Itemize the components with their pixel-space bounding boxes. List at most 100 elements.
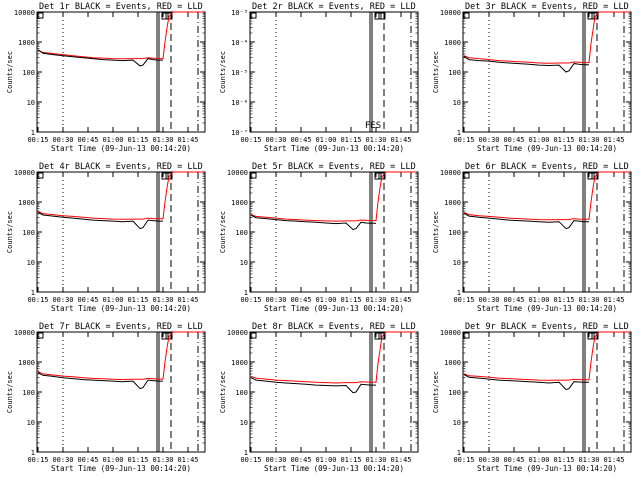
panel-det-2r: Det 2r BLACK = Events, RED = LLD 10⁻⁷ 10⁻⁶… [213, 0, 426, 160]
y-tick-label: 10 [27, 419, 35, 427]
y-tick-label: 10⁻⁷ [231, 129, 248, 137]
y-tick-label: 10⁻⁴ [231, 39, 248, 47]
interval-marker [587, 332, 595, 340]
series-events [37, 372, 163, 390]
panel-det-4r: Det 4r BLACK = Events, RED = LLD 1 10 100 10… [0, 160, 213, 320]
y-tick-label: 10 [453, 259, 461, 267]
y-tick-label: 1000 [18, 39, 35, 47]
x-tick-label: 00:15 [240, 136, 261, 144]
x-tick-label: 01:45 [390, 456, 411, 464]
x-axis-label: Start Time (09-Jun-13 00:14:20) [477, 464, 617, 473]
y-axis-label: Counts/sec [6, 51, 14, 93]
chart-svg: Det 8r BLACK = Events, RED = LLD 1 10 100 10… [219, 322, 419, 473]
y-tick-label: 10000 [227, 169, 248, 177]
interval-marker [374, 332, 382, 340]
y-tick-label: 10000 [14, 329, 35, 337]
x-tick-label: 00:15 [453, 456, 474, 464]
y-tick-label: 10000 [440, 329, 461, 337]
chart-title: Det 9r BLACK = Events, RED = LLD [465, 322, 629, 332]
x-axis-label: Start Time (09-Jun-13 00:14:20) [51, 304, 191, 313]
interval-marker [587, 12, 595, 20]
chart-title: Det 5r BLACK = Events, RED = LLD [252, 162, 416, 172]
x-tick-label: 00:30 [265, 456, 286, 464]
y-tick-label: 100 [235, 389, 248, 397]
x-tick-label: 01:30 [365, 296, 386, 304]
x-tick-label: 01:45 [603, 456, 624, 464]
x-tick-label: 01:15 [340, 136, 361, 144]
y-axis-label: Counts/sec [6, 371, 14, 413]
y-tick-label: 10000 [440, 169, 461, 177]
x-tick-label: 01:30 [152, 136, 173, 144]
y-tick-label: 100 [22, 389, 35, 397]
y-tick-label: 1 [31, 129, 35, 137]
x-tick-label: 01:00 [528, 296, 549, 304]
y-tick-label: 1 [31, 289, 35, 297]
y-tick-label: 100 [448, 229, 461, 237]
y-tick-label: 10⁻⁵ [231, 69, 248, 77]
x-tick-label: 01:15 [127, 136, 148, 144]
interval-marker [587, 172, 595, 180]
x-tick-label: 00:45 [503, 136, 524, 144]
y-tick-label: 10⁻³ [231, 9, 248, 17]
x-tick-label: 01:30 [365, 136, 386, 144]
series-lld [250, 171, 416, 222]
y-tick-label: 1 [457, 289, 461, 297]
chart-svg: Det 4r BLACK = Events, RED = LLD 1 10 100 10… [6, 162, 206, 313]
x-axis-label: Start Time (09-Jun-13 00:14:20) [264, 464, 404, 473]
x-tick-label: 01:30 [365, 456, 386, 464]
corner-marker [463, 12, 470, 19]
corner-marker [37, 12, 44, 19]
y-tick-label: 1000 [444, 359, 461, 367]
y-axis-label: Counts/sec [432, 371, 440, 413]
x-tick-label: 01:15 [127, 456, 148, 464]
y-tick-label: 10 [27, 259, 35, 267]
x-tick-label: 00:30 [478, 136, 499, 144]
x-tick-label: 00:45 [77, 456, 98, 464]
plot-frame [36, 11, 206, 133]
x-tick-label: 01:30 [578, 296, 599, 304]
x-axis-label: Start Time (09-Jun-13 00:14:20) [51, 464, 191, 473]
x-tick-label: 01:00 [102, 136, 123, 144]
x-tick-label: 00:45 [503, 296, 524, 304]
series-events [250, 214, 376, 231]
x-tick-label: 01:00 [102, 456, 123, 464]
x-tick-label: 01:45 [390, 136, 411, 144]
x-tick-label: 01:45 [177, 456, 198, 464]
series-events [37, 211, 163, 230]
x-tick-label: 00:45 [77, 136, 98, 144]
x-tick-label: 00:45 [290, 136, 311, 144]
x-tick-label: 01:45 [390, 296, 411, 304]
annotation-label: FES [365, 121, 381, 131]
x-tick-label: 00:15 [27, 136, 48, 144]
x-tick-label: 01:30 [152, 456, 173, 464]
y-tick-label: 100 [448, 69, 461, 77]
y-tick-label: 1000 [231, 359, 248, 367]
y-tick-label: 1000 [444, 199, 461, 207]
y-tick-label: 1 [457, 449, 461, 457]
interval-marker [161, 172, 169, 180]
x-axis-label: Start Time (09-Jun-13 00:14:20) [264, 304, 404, 313]
y-tick-label: 10⁻⁶ [231, 99, 248, 107]
chart-svg: Det 5r BLACK = Events, RED = LLD 1 10 100 10… [219, 162, 419, 313]
interval-marker [374, 12, 382, 20]
x-tick-label: 01:15 [340, 456, 361, 464]
x-tick-label: 00:15 [453, 136, 474, 144]
x-tick-label: 00:45 [290, 296, 311, 304]
x-tick-label: 00:30 [52, 296, 73, 304]
corner-marker [37, 332, 44, 339]
series-lld [463, 331, 629, 381]
panel-det-7r: Det 7r BLACK = Events, RED = LLD 1 10 100 10… [0, 320, 213, 480]
chart-svg: Det 6r BLACK = Events, RED = LLD 1 10 100 10… [432, 162, 632, 313]
panel-det-8r: Det 8r BLACK = Events, RED = LLD 1 10 100 10… [213, 320, 426, 480]
x-tick-label: 01:45 [603, 136, 624, 144]
x-axis-label: Start Time (09-Jun-13 00:14:20) [477, 304, 617, 313]
x-tick-label: 01:15 [553, 136, 574, 144]
corner-marker [250, 12, 257, 19]
y-axis-label: Counts/sec [432, 211, 440, 253]
plot-frame [462, 331, 632, 453]
chart-svg: Det 2r BLACK = Events, RED = LLD 10⁻⁷ 10⁻⁶… [219, 2, 419, 153]
y-tick-label: 1 [244, 289, 248, 297]
panel-det-5r: Det 5r BLACK = Events, RED = LLD 1 10 100 10… [213, 160, 426, 320]
y-tick-label: 100 [22, 229, 35, 237]
x-tick-label: 00:15 [240, 456, 261, 464]
